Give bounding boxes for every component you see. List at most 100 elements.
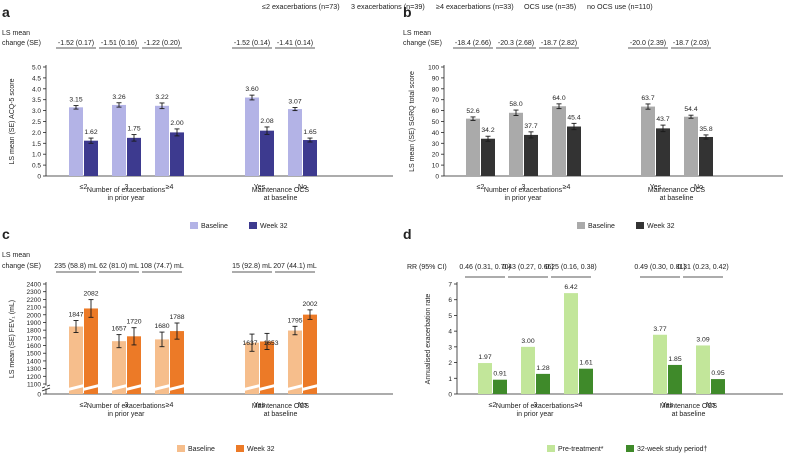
bar-b-baseline-4 — [684, 116, 698, 176]
bar-a-baseline-1 — [112, 104, 126, 176]
bar-d-32weekstudyperiod-3 — [668, 364, 682, 394]
y-tick-label-d-7: 7 — [448, 282, 452, 289]
bar-d-pretreatment-3 — [653, 334, 667, 394]
bar-c-baseline-3 — [245, 342, 259, 394]
bar-c-baseline-2 — [155, 339, 169, 394]
y-tick-label-b-1: 10 — [432, 163, 440, 170]
category-label-c-1: 3 — [125, 402, 129, 409]
y-tick-label-c-12: 2200 — [27, 297, 42, 304]
group-label-d-1-l1: Maintenance OCS — [660, 403, 718, 410]
bar-a-week32-3 — [260, 130, 274, 176]
y-axis-label-d: Annualised exacerbation rate — [425, 294, 432, 385]
y-tick-label-d-6: 6 — [448, 297, 452, 304]
category-label-c-0: ≤2 — [80, 402, 88, 409]
data-label-a-0-0: 3.15 — [69, 97, 82, 104]
bar-break-c-1-1 — [126, 384, 142, 391]
legend-ge4: ≥4 exacerbations (n=33) — [436, 2, 514, 11]
bar-b-week32-4 — [699, 136, 713, 176]
group-label-a-0-l1: Number of exacerbations — [87, 187, 166, 194]
y-tick-label-d-5: 5 — [448, 313, 452, 320]
change-header-line2-b: change (SE) — [403, 40, 442, 47]
change-value-b-0: -18.4 (2.66) — [455, 40, 491, 47]
bar-b-week32-1 — [524, 134, 538, 176]
data-label-a-1-4: 1.65 — [303, 129, 316, 136]
group-label-b-0-l2: in prior year — [505, 195, 543, 202]
category-label-b-4: No — [694, 184, 703, 191]
y-tick-label-b-6: 60 — [432, 108, 440, 115]
change-value-d-4: 0.31 (0.23, 0.42) — [677, 264, 728, 271]
y-tick-label-d-0: 0 — [448, 392, 452, 399]
change-value-b-4: -18.7 (2.03) — [673, 40, 709, 47]
y-tick-label-c-5: 1500 — [27, 351, 42, 358]
category-label-b-2: ≥4 — [563, 184, 571, 191]
category-label-b-3: Yes — [650, 184, 662, 191]
bar-a-week32-4 — [303, 140, 317, 176]
data-label-c-0-2: 1680 — [154, 323, 169, 330]
bar-break-c-0-0 — [68, 384, 84, 391]
y-tick-label-b-2: 20 — [432, 152, 440, 159]
category-label-b-1: 3 — [522, 184, 526, 191]
bar-break-c-0-3 — [244, 384, 260, 391]
legend-label-a-1: Week 32 — [260, 223, 288, 230]
bar-b-week32-3 — [656, 128, 670, 176]
data-label-b-0-4: 54.4 — [684, 106, 697, 113]
data-label-c-extra-1: 1653 — [263, 340, 278, 347]
y-tick-label-a-5: 2.5 — [32, 119, 41, 126]
bar-c-week32-0 — [84, 308, 98, 394]
legend-swatch-b-1 — [636, 222, 644, 229]
y-tick-label-d-2: 2 — [448, 360, 452, 367]
y-tick-label-b-0: 0 — [435, 174, 439, 181]
bar-d-pretreatment-0 — [478, 363, 492, 394]
legend-label-a-0: Baseline — [201, 223, 228, 230]
data-label-d-1-0: 0.91 — [493, 371, 506, 378]
bar-break-c-1-2 — [169, 384, 185, 391]
panel-letter-a: a — [2, 4, 10, 20]
data-label-a-0-4: 3.07 — [288, 99, 301, 106]
y-tick-label-b-10: 100 — [428, 65, 439, 72]
data-label-d-1-4: 0.95 — [711, 370, 724, 377]
bar-break-c-1-3 — [259, 384, 275, 391]
category-label-d-1: 3 — [534, 402, 538, 409]
bar-break-c-1-0 — [83, 384, 99, 391]
change-value-a-2: -1.22 (0.20) — [144, 40, 180, 47]
y-tick-label-c-8: 1800 — [27, 328, 42, 335]
change-value-d-0: 0.46 (0.31, 0.70) — [459, 264, 510, 271]
category-label-a-3: Yes — [254, 184, 266, 191]
group-label-b-0-l1: Number of exacerbations — [484, 187, 563, 194]
bar-break-c-0-4 — [287, 384, 303, 391]
category-label-c-3: Yes — [254, 402, 266, 409]
panel-letter-b: b — [403, 4, 412, 20]
y-tick-label-b-9: 90 — [432, 75, 440, 82]
legend-swatch-a-1 — [249, 222, 257, 229]
y-tick-label-a-4: 2.0 — [32, 130, 41, 137]
category-label-d-2: ≥4 — [575, 402, 583, 409]
legend-label-d-0: Pre-treatment* — [558, 446, 604, 453]
data-label-b-1-3: 43.7 — [656, 116, 669, 123]
panel-letter-d: d — [403, 226, 412, 242]
change-value-b-3: -20.0 (2.39) — [630, 40, 666, 47]
y-tick-label-d-1: 1 — [448, 376, 452, 383]
data-label-b-1-4: 35.8 — [699, 126, 712, 133]
bar-c-week32-4 — [303, 314, 317, 394]
y-tick-label-c-3: 1300 — [27, 366, 42, 373]
data-label-d-0-3: 3.77 — [653, 326, 666, 333]
bar-a-week32-0 — [84, 140, 98, 176]
bar-c-baseline-0 — [69, 326, 83, 394]
data-label-c-0-4: 1795 — [287, 317, 302, 324]
data-label-d-0-1: 3.00 — [521, 338, 534, 345]
legend-swatch-c-0 — [177, 445, 185, 452]
y-tick-label-a-6: 3.0 — [32, 108, 41, 115]
change-value-c-2: 108 (74.7) mL — [140, 263, 184, 270]
data-label-a-1-1: 1.75 — [127, 126, 140, 133]
legend-swatch-b-0 — [577, 222, 585, 229]
change-value-c-0: 235 (58.8) mL — [54, 263, 98, 270]
legend-swatch-c-1 — [236, 445, 244, 452]
legend-swatch-a-0 — [190, 222, 198, 229]
bar-d-32weekstudyperiod-2 — [579, 368, 593, 394]
data-label-d-0-0: 1.97 — [478, 354, 491, 361]
y-tick-label-c-14: 2400 — [27, 282, 42, 289]
group-label-b-1-l2: at baseline — [660, 195, 694, 202]
y-tick-label-c-4: 1400 — [27, 358, 42, 365]
category-label-d-0: ≤2 — [489, 402, 497, 409]
y-tick-label-c-6: 1600 — [27, 343, 42, 350]
